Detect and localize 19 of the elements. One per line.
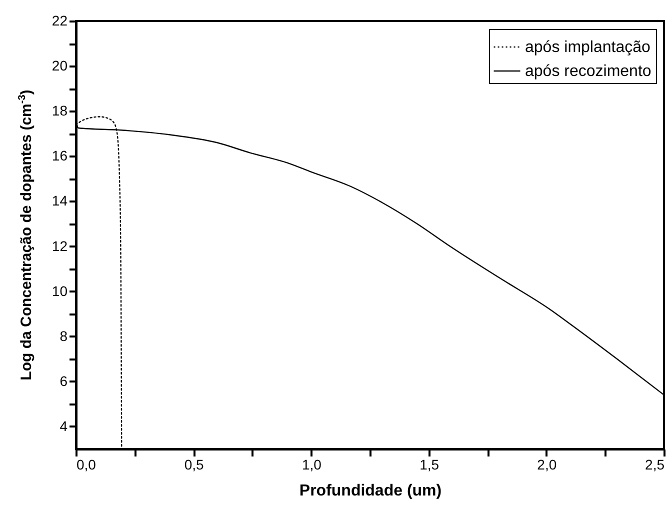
- y-tick-label: 10: [52, 282, 68, 299]
- x-tick-label: 1,0: [302, 456, 322, 472]
- x-tick-label: 0,0: [76, 456, 96, 472]
- y-tick-label: 16: [52, 148, 68, 164]
- x-tick-label: 0,5: [184, 456, 204, 472]
- y-tick-label: 14: [52, 192, 68, 209]
- x-tick-label: 1,5: [420, 456, 440, 472]
- x-tick-label: 2,5: [645, 456, 665, 472]
- legend-label: após recozimento: [525, 63, 652, 80]
- y-tick-label: 18: [52, 102, 68, 119]
- y-tick-label: 8: [60, 328, 68, 344]
- y-tick-label: 6: [60, 372, 68, 389]
- legend-label: após implantação: [525, 39, 651, 56]
- x-tick-label: 2,0: [537, 456, 557, 472]
- y-tick-label: 22: [52, 12, 68, 28]
- y-tick-label: 20: [52, 58, 68, 74]
- x-axis-title: Profundidade (um): [299, 482, 442, 500]
- y-tick-label: 4: [60, 418, 68, 434]
- y-tick-label: 12: [52, 238, 68, 254]
